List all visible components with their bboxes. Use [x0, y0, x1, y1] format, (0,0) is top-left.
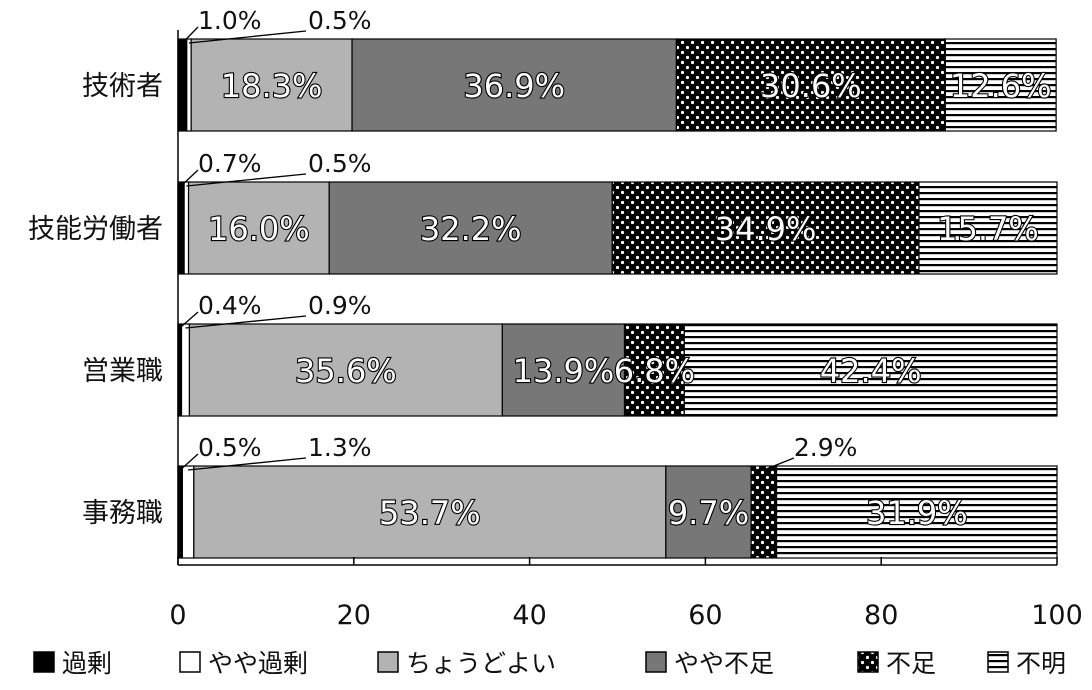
- bar-segment-s4: [611, 181, 920, 275]
- x-tick-label: 80: [864, 600, 898, 631]
- legend-swatch: [377, 651, 399, 673]
- data-label: 6.8%: [614, 352, 695, 390]
- bar-segment-s5: [944, 38, 1057, 132]
- legend-swatch: [987, 651, 1009, 673]
- data-label: 13.9%: [513, 352, 615, 390]
- legend-swatch: [645, 651, 667, 673]
- x-tick-label: 0: [169, 600, 186, 631]
- data-label: 0.7%: [198, 149, 262, 178]
- bar-segment-s0: [177, 181, 185, 275]
- bar-segment-s1: [181, 465, 195, 559]
- bar-segment-s1: [186, 38, 192, 132]
- data-label: 42.4%: [820, 352, 922, 390]
- category-label: 技能労働者: [28, 214, 163, 245]
- category-label: 営業職: [82, 356, 163, 387]
- bar-segment-s2: [193, 465, 667, 559]
- data-label: 16.0%: [208, 210, 310, 248]
- legend-label: やや不足: [674, 649, 774, 678]
- legend-label: やや過剰: [208, 649, 308, 678]
- data-label: 12.6%: [950, 67, 1052, 105]
- x-tick-label: 40: [512, 600, 546, 631]
- plot-area: 技術者 1.0% 0.5% 18.3% 36.9% 30.6% 12.6% 技能労働者 0.7%…: [28, 6, 1083, 631]
- bar-segment-s4: [750, 465, 778, 559]
- leader-line: [180, 169, 199, 187]
- data-label: 31.9%: [866, 494, 968, 532]
- leader-line: [188, 457, 307, 471]
- leader-line: [185, 315, 307, 329]
- bar-segment-s1: [180, 323, 191, 417]
- leader-line: [181, 26, 199, 44]
- data-label: 34.9%: [715, 210, 817, 248]
- category-label: 事務職: [82, 498, 163, 529]
- bar-segment-s3: [351, 38, 677, 132]
- leader-line: [763, 457, 795, 471]
- data-label: 35.6%: [295, 352, 397, 390]
- data-label: 1.3%: [308, 433, 372, 462]
- data-label: 9.7%: [668, 494, 749, 532]
- data-label: 2.9%: [794, 433, 858, 462]
- data-label: 0.9%: [308, 291, 372, 320]
- data-label: 36.9%: [463, 67, 565, 105]
- x-tick-label: 100: [1031, 600, 1083, 631]
- bar-segment-s2: [190, 38, 353, 132]
- legend-label: 過剰: [62, 649, 112, 678]
- leader-line: [186, 173, 307, 187]
- category-label: 技術者: [82, 71, 163, 102]
- data-label: 30.6%: [760, 67, 862, 105]
- bar-segment-s5: [683, 323, 1058, 417]
- leader-line: [179, 311, 199, 329]
- data-label: 0.5%: [308, 6, 372, 35]
- data-label: 18.3%: [221, 67, 323, 105]
- x-tick-label: 60: [688, 600, 722, 631]
- bar-segment-s4: [623, 323, 685, 417]
- leader-line: [188, 30, 307, 44]
- bar-segment-s4: [675, 38, 946, 132]
- bar-segment-s2: [188, 323, 503, 417]
- legend-swatch: [857, 651, 879, 673]
- data-label: 15.7%: [937, 210, 1039, 248]
- data-label: 1.0%: [198, 6, 262, 35]
- data-label: 0.5%: [198, 433, 262, 462]
- data-label: 32.2%: [420, 210, 522, 248]
- bar-segment-s0: [177, 38, 188, 132]
- legend-label: 不足: [886, 649, 936, 678]
- bar-segment-s5: [918, 181, 1058, 275]
- bar-segment-s3: [501, 323, 626, 417]
- legend-label: ちょうどよい: [406, 649, 556, 678]
- legend-swatch: [33, 651, 55, 673]
- bar-segment-s3: [328, 181, 613, 275]
- bar-segment-s1: [183, 181, 190, 275]
- x-tick-label: 20: [337, 600, 371, 631]
- data-label: 0.5%: [308, 149, 372, 178]
- bar-segment-s3: [665, 465, 752, 559]
- legend-swatch: [179, 651, 201, 673]
- data-label: 0.4%: [198, 291, 262, 320]
- legend-label: 不明: [1016, 649, 1066, 678]
- data-label: 53.7%: [379, 494, 481, 532]
- legend: 過剰 やや過剰 ちょうどよい やや不足 不足 不明: [33, 649, 1066, 678]
- bar-segment-s5: [775, 465, 1058, 559]
- leader-line: [179, 453, 199, 471]
